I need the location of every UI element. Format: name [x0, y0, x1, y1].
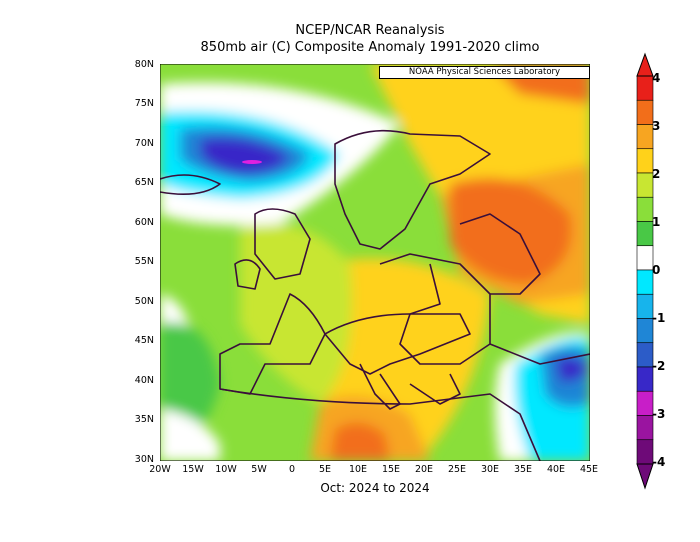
- field-minimum-marker: [242, 160, 262, 164]
- colorbar-segment: [636, 342, 654, 368]
- field-deepblue-east: [555, 356, 588, 383]
- lat-tick: 65N: [134, 177, 154, 188]
- colorbar-top-arrow: [636, 52, 654, 77]
- colorbar-label: 2: [652, 167, 661, 181]
- colorbar-segment: [636, 75, 654, 101]
- colorbar-segment: [636, 124, 654, 150]
- lat-tick: 60N: [134, 217, 154, 228]
- colorbar-label: 4: [652, 71, 661, 85]
- lon-tick: 15W: [182, 464, 204, 475]
- colorbar-label: 1: [652, 215, 661, 229]
- colorbar-segment: [636, 245, 654, 271]
- chart-subtitle: 850mb air (C) Composite Anomaly 1991-202…: [200, 40, 540, 55]
- lat-tick: 40N: [134, 375, 154, 386]
- lat-tick: 75N: [134, 98, 154, 109]
- colorbar-segment: [636, 99, 654, 125]
- field-white-sw: [160, 409, 220, 461]
- lat-tick: 35N: [134, 414, 154, 425]
- lon-tick: 20W: [149, 464, 171, 475]
- lon-tick: 45E: [579, 464, 599, 475]
- colorbar-segment: [636, 269, 654, 295]
- colorbar-segment: [636, 366, 654, 392]
- lat-tick: 50N: [134, 296, 154, 307]
- lon-tick: 35E: [513, 464, 533, 475]
- colorbar-label: -1: [652, 311, 666, 325]
- lon-tick: 10W: [215, 464, 237, 475]
- field-warm-russia: [450, 178, 572, 284]
- field-lightgreen-west: [240, 222, 352, 404]
- chart-title: NCEP/NCAR Reanalysis: [295, 23, 445, 38]
- colorbar-label: -3: [652, 407, 666, 421]
- lat-tick: 30N: [134, 454, 154, 465]
- colorbar-segment: [636, 148, 654, 174]
- credit-label: NOAA Physical Sciences Laboratory: [379, 66, 590, 79]
- colorbar-label: -2: [652, 359, 666, 373]
- colorbar-bottom-arrow: [636, 463, 654, 490]
- coastlines: [160, 129, 590, 461]
- anomaly-map: [160, 64, 590, 461]
- colorbar-label: 0: [652, 263, 661, 277]
- lon-tick: 30E: [480, 464, 500, 475]
- colorbar-segment: [636, 439, 654, 465]
- lon-tick: 5W: [251, 464, 267, 475]
- lon-tick: 15E: [381, 464, 401, 475]
- lon-tick: 25E: [447, 464, 467, 475]
- colorbar-segment: [636, 172, 654, 198]
- lon-tick: 5E: [318, 464, 332, 475]
- colorbar: [636, 52, 654, 490]
- lon-tick: 20E: [414, 464, 434, 475]
- colorbar-label: 3: [652, 119, 661, 133]
- lat-tick: 55N: [134, 256, 154, 267]
- lon-tick: 10E: [348, 464, 368, 475]
- field-deepblue-iceland: [200, 137, 290, 174]
- x-axis-label: Oct: 2024 to 2024: [320, 481, 430, 495]
- colorbar-segment: [636, 318, 654, 344]
- field-red-libya: [330, 422, 390, 461]
- colorbar-label: -4: [652, 455, 666, 469]
- colorbar-segment: [636, 390, 654, 416]
- colorbar-segment: [636, 221, 654, 247]
- lon-tick: 0: [288, 464, 296, 475]
- lat-tick: 80N: [134, 59, 154, 70]
- colorbar-segment: [636, 293, 654, 319]
- lon-tick: 40E: [546, 464, 566, 475]
- colorbar-segment: [636, 415, 654, 441]
- lat-tick: 45N: [134, 335, 154, 346]
- colorbar-segment: [636, 196, 654, 222]
- lat-tick: 70N: [134, 138, 154, 149]
